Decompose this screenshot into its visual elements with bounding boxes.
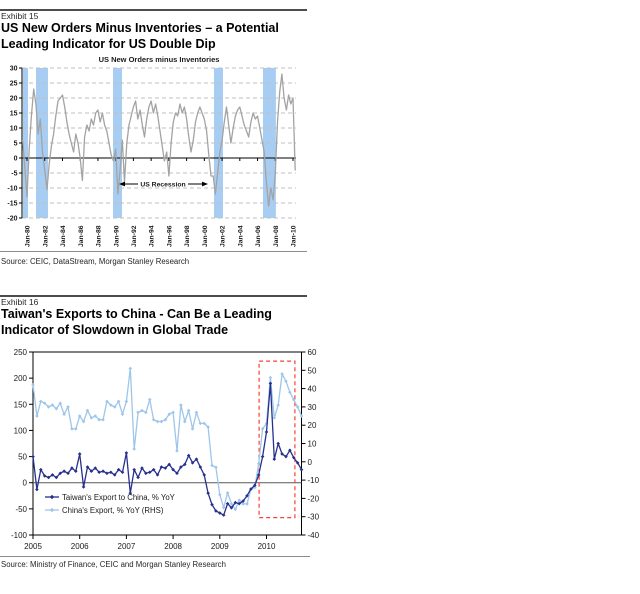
svg-text:0: 0: [14, 156, 18, 163]
exhibit15-title: US New Orders Minus Inventories – a Pote…: [1, 21, 321, 52]
exhibit16-title: Taiwan's Exports to China - Can Be a Lea…: [1, 307, 321, 338]
svg-text:2006: 2006: [71, 542, 89, 551]
svg-text:Jan-90: Jan-90: [113, 225, 120, 247]
exhibit16-source: Source: Ministry of Finance, CEIC and Mo…: [1, 560, 226, 569]
svg-text:Jan-88: Jan-88: [96, 225, 103, 247]
svg-text:Jan-02: Jan-02: [220, 225, 227, 247]
svg-text:Jan-86: Jan-86: [78, 225, 85, 247]
divider: [0, 295, 307, 297]
svg-text:15: 15: [10, 111, 18, 118]
svg-text:US Recession: US Recession: [140, 182, 185, 189]
svg-text:30: 30: [10, 66, 18, 73]
svg-text:2008: 2008: [164, 542, 182, 551]
divider: [0, 251, 307, 252]
svg-text:Jan-94: Jan-94: [149, 225, 156, 247]
svg-text:50: 50: [308, 366, 317, 375]
svg-text:US New Orders minus Inventorie: US New Orders minus Inventories: [99, 55, 220, 64]
svg-text:-5: -5: [11, 171, 17, 178]
svg-text:-20: -20: [308, 494, 320, 503]
svg-text:Jan-82: Jan-82: [42, 225, 49, 247]
svg-text:Jan-80: Jan-80: [25, 225, 32, 247]
svg-text:Jan-98: Jan-98: [184, 225, 191, 247]
svg-text:200: 200: [14, 374, 28, 383]
svg-text:Jan-96: Jan-96: [167, 225, 174, 247]
svg-text:-30: -30: [308, 513, 320, 522]
svg-text:25: 25: [10, 81, 18, 88]
chart-us-new-orders-minus-inventories: -20 -15 -10 -5 0 5 10 15 20 25 30 Jan-80 Jan-82 Jan-8…: [7, 55, 298, 247]
svg-text:150: 150: [14, 400, 28, 409]
svg-text:China's Export, % YoY (RHS): China's Export, % YoY (RHS): [62, 506, 164, 515]
svg-text:-10: -10: [7, 186, 17, 193]
svg-text:-15: -15: [7, 201, 17, 208]
svg-text:Jan-08: Jan-08: [273, 225, 280, 247]
svg-text:20: 20: [308, 421, 317, 430]
svg-text:Jan-10: Jan-10: [291, 225, 298, 247]
svg-text:20: 20: [10, 96, 18, 103]
svg-text:Jan-92: Jan-92: [131, 225, 138, 247]
svg-text:2010: 2010: [258, 542, 276, 551]
svg-text:2009: 2009: [211, 542, 229, 551]
svg-text:10: 10: [308, 440, 317, 449]
svg-text:2007: 2007: [118, 542, 136, 551]
exhibit16-label: Exhibit 16: [1, 297, 39, 307]
svg-text:-50: -50: [15, 505, 27, 514]
svg-text:40: 40: [308, 385, 317, 394]
svg-text:5: 5: [14, 141, 18, 148]
exhibit15-title-line1: US New Orders Minus Inventories – a Pote…: [1, 21, 279, 35]
exhibit16-title-line2: Indicator of Slowdown in Global Trade: [1, 322, 229, 337]
svg-text:Jan-00: Jan-00: [202, 225, 209, 247]
exhibit15-title-line2: Leading Indicator for US Double Dip: [1, 36, 216, 51]
exhibit15-label: Exhibit 15: [1, 11, 39, 21]
svg-text:-100: -100: [11, 531, 28, 540]
svg-text:Jan-84: Jan-84: [60, 225, 67, 247]
exhibit16-title-line1: Taiwan's Exports to China - Can Be a Lea…: [1, 307, 272, 321]
svg-text:10: 10: [10, 126, 18, 133]
svg-text:2005: 2005: [24, 542, 42, 551]
svg-text:Taiwan's Export to China, % Yo: Taiwan's Export to China, % YoY: [62, 493, 176, 502]
svg-text:30: 30: [308, 403, 317, 412]
exhibit15-source: Source: CEIC, DataStream, Morgan Stanley…: [1, 257, 190, 266]
svg-text:100: 100: [14, 426, 28, 435]
svg-text:60: 60: [308, 348, 317, 357]
divider: [0, 9, 307, 11]
svg-text:0: 0: [308, 458, 313, 467]
svg-text:-10: -10: [308, 476, 320, 485]
svg-text:-20: -20: [7, 216, 17, 223]
svg-text:-40: -40: [308, 531, 320, 540]
divider: [0, 556, 310, 557]
svg-text:0: 0: [23, 479, 28, 488]
svg-text:250: 250: [14, 348, 28, 357]
svg-text:Jan-06: Jan-06: [255, 225, 262, 247]
svg-text:50: 50: [18, 453, 27, 462]
svg-text:Jan-04: Jan-04: [237, 225, 244, 247]
chart-taiwan-exports-to-china: 250200150100500-50-1006050403020100-10-2…: [11, 348, 320, 551]
